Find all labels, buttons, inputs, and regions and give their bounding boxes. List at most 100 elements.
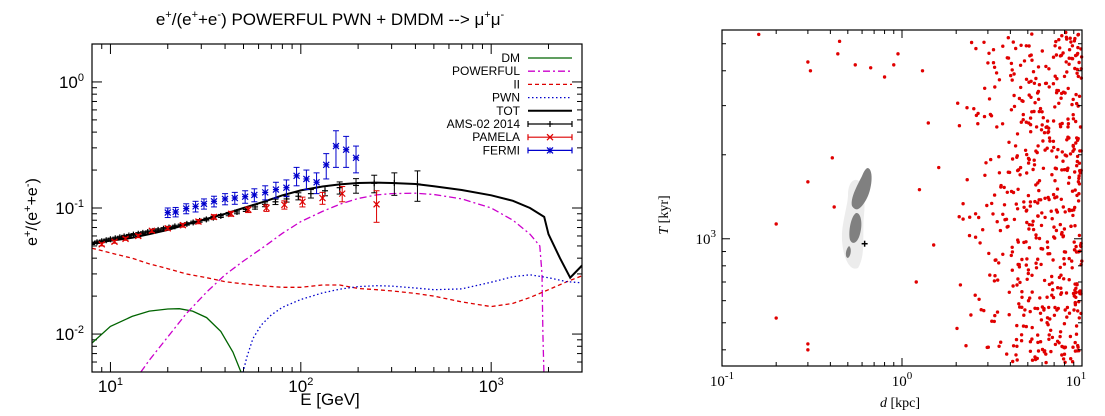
pulsar-point (1057, 341, 1061, 345)
pulsar-point (999, 340, 1003, 344)
series-line-pwn (242, 274, 582, 372)
pulsar-point (1054, 155, 1059, 159)
legend-marker-pamela (546, 133, 554, 141)
pulsar-point (1047, 136, 1052, 140)
pulsar-point (1047, 305, 1051, 310)
pulsar-point (1010, 78, 1014, 82)
pulsar-point (1031, 219, 1035, 223)
pulsar-point (1060, 34, 1064, 38)
x-tick-label: 101 (98, 376, 123, 396)
pulsar-point (1018, 63, 1023, 67)
pulsar-point (1030, 273, 1034, 277)
y-tick-label: 100 (59, 72, 84, 92)
pulsar-point (1059, 286, 1063, 290)
data-point-pamela (263, 204, 270, 212)
x-tick-label: 103 (479, 376, 504, 396)
pulsar-point (1030, 358, 1035, 362)
pulsar-point (1067, 311, 1072, 315)
pulsar-point (1041, 166, 1046, 170)
pulsar-point (1039, 198, 1043, 202)
pulsar-point (969, 313, 973, 317)
pulsar-point (1055, 210, 1060, 214)
pulsar-point (1046, 130, 1051, 134)
pulsar-point (1052, 313, 1057, 317)
right-tick-labels: 10-1 100 101 103 (696, 228, 1087, 390)
pulsar-point (1053, 44, 1057, 48)
pulsar-point (1051, 82, 1056, 86)
pulsar-point (1049, 328, 1053, 332)
pulsar-point (1028, 309, 1032, 314)
pulsar-point (1019, 339, 1024, 343)
pulsar-point (1053, 166, 1058, 170)
pulsar-point (1072, 240, 1076, 244)
pulsar-point (1022, 59, 1027, 63)
pulsar-point (1040, 49, 1045, 53)
chart-title: e+/(e++e-) POWERFUL PWN + DMDM --> μ+μ- (156, 9, 505, 29)
pulsar-point (808, 69, 813, 73)
data-point-pamela (338, 190, 346, 198)
pulsar-point (1040, 305, 1045, 309)
pulsar-point (1034, 125, 1039, 129)
pulsar-point (974, 46, 978, 51)
pulsar-point (1037, 109, 1042, 114)
pulsar-point (1025, 171, 1029, 175)
pulsar-point (1078, 171, 1083, 175)
pulsar-point (1075, 71, 1079, 75)
pulsar-point (1010, 250, 1015, 254)
pulsar-point (1019, 120, 1023, 124)
pulsar-point (969, 40, 974, 45)
pulsar-point (1076, 180, 1081, 184)
pulsar-point (1026, 193, 1031, 198)
data-point-ams-02-2014 (190, 219, 197, 226)
pulsar-point (1039, 223, 1044, 228)
pulsar-point (995, 125, 999, 129)
y-tick-label: 10-2 (55, 324, 84, 344)
pulsar-point (1052, 225, 1056, 229)
pulsar-point (1025, 277, 1029, 281)
pulsar-point (997, 155, 1001, 159)
pulsar-point (984, 161, 988, 165)
pulsar-point (991, 61, 996, 65)
pulsar-point (1057, 38, 1061, 42)
pulsar-point (1050, 281, 1054, 285)
pulsar-point (972, 107, 976, 111)
pulsar-point (1028, 349, 1033, 353)
pulsar-point (1075, 101, 1079, 106)
pulsar-point (1067, 62, 1071, 66)
data-point-fermi (261, 188, 269, 196)
pulsar-point (1050, 217, 1054, 221)
pulsar-point (1014, 353, 1018, 357)
pulsar-point (1062, 346, 1067, 350)
data-point-pamela (134, 232, 142, 240)
pulsar-point (1026, 271, 1031, 276)
pulsar-point (1016, 262, 1020, 267)
pulsar-point (1037, 236, 1042, 241)
pulsar-point (1021, 112, 1025, 117)
pulsar-point (1012, 72, 1016, 76)
pulsar-point (1045, 295, 1049, 299)
pulsar-point (1050, 149, 1054, 153)
pulsar-point (1066, 181, 1071, 185)
pulsar-point (1027, 44, 1031, 48)
pulsar-point (1076, 74, 1081, 79)
pulsar-point (1071, 149, 1075, 153)
data-point-ams-02-2014 (414, 181, 421, 188)
pulsar-point (892, 63, 896, 67)
pulsar-point (979, 308, 983, 312)
pulsar-point (987, 251, 991, 256)
pulsar-point (917, 187, 922, 192)
pulsar-point (1021, 118, 1025, 122)
legend-marker-ams-02-2014 (547, 121, 553, 127)
pulsar-point (1062, 352, 1067, 356)
pulsar-point (1076, 345, 1080, 349)
pulsar-point (1036, 89, 1041, 94)
pulsar-point (1054, 228, 1059, 233)
legend-label-ams-02-2014: AMS-02 2014 (447, 117, 521, 131)
pulsar-point (1056, 147, 1060, 152)
data-point-ams-02-2014 (371, 180, 378, 187)
pulsar-point (1047, 197, 1051, 202)
pulsar-point (997, 344, 1001, 348)
pulsar-point (1022, 313, 1026, 317)
x-tick-label: 100 (892, 370, 913, 390)
pulsar-point (1064, 60, 1068, 64)
